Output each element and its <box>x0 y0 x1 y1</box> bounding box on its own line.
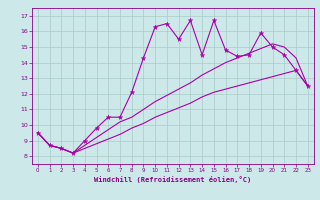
X-axis label: Windchill (Refroidissement éolien,°C): Windchill (Refroidissement éolien,°C) <box>94 176 252 183</box>
